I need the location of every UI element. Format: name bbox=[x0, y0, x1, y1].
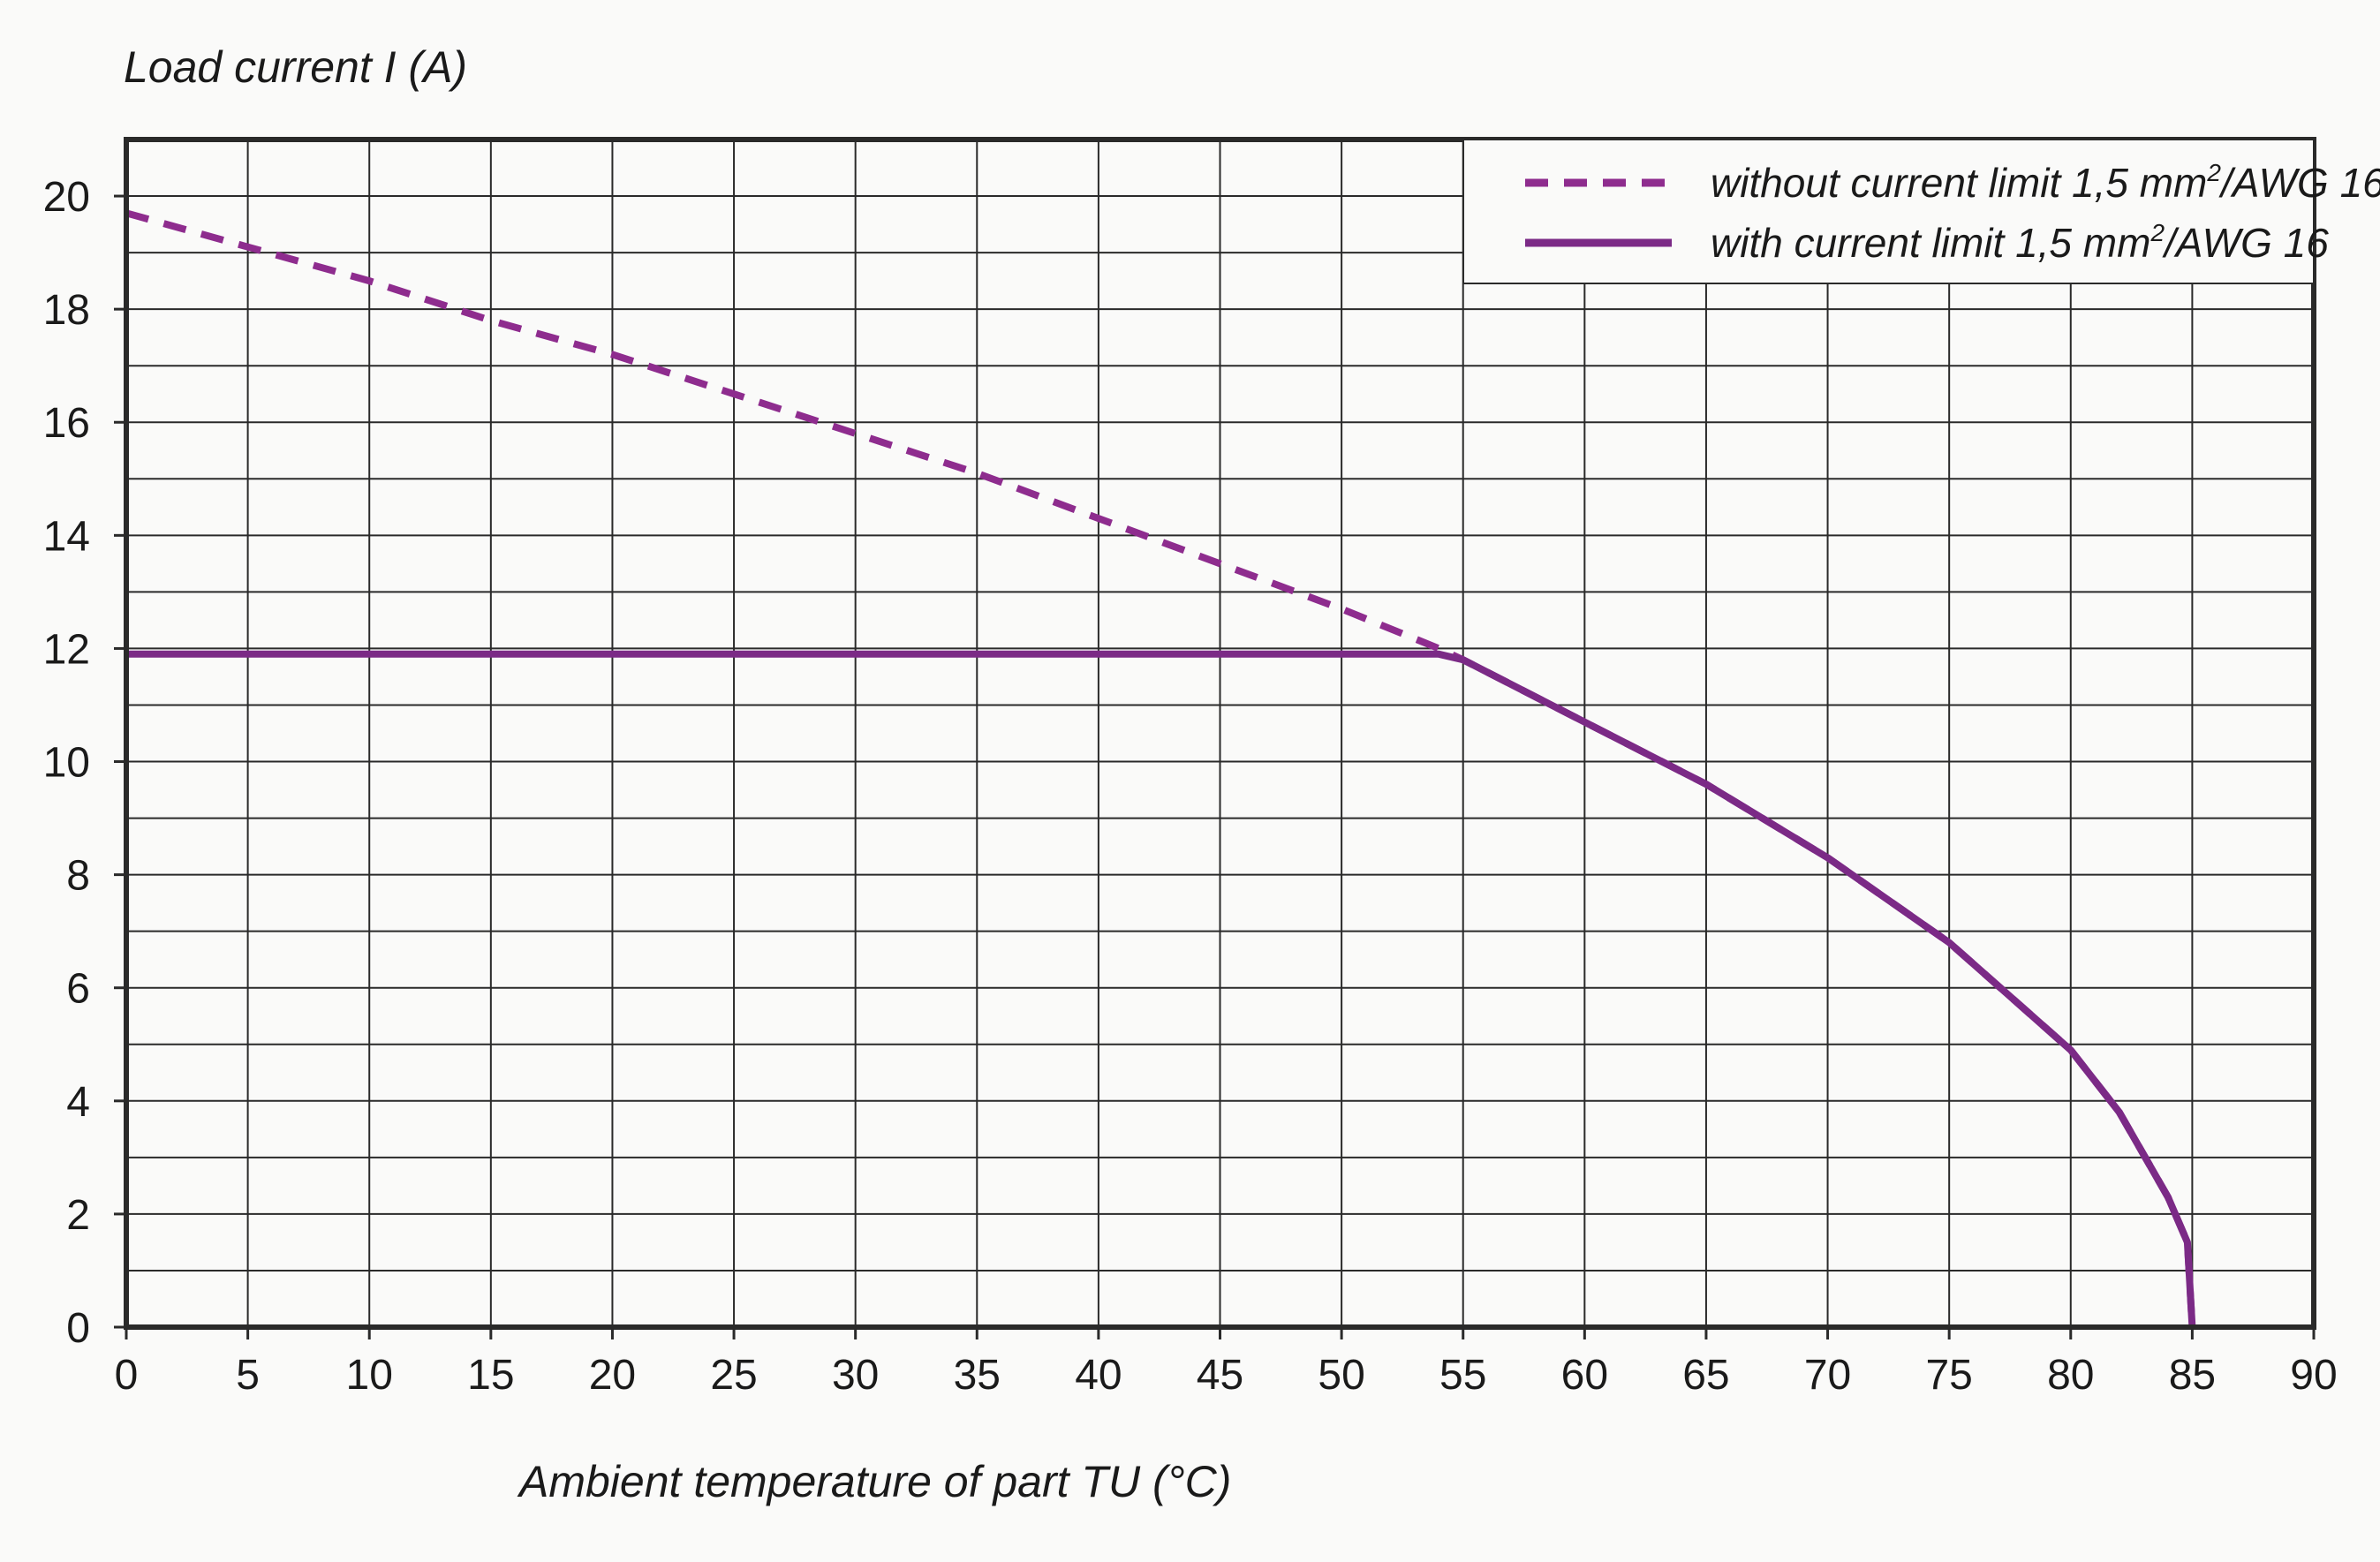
x-tick-label: 25 bbox=[710, 1352, 757, 1399]
series-without-limit-line bbox=[126, 213, 2192, 1327]
x-tick-label: 70 bbox=[1804, 1352, 1851, 1399]
x-tick-label: 10 bbox=[346, 1352, 393, 1399]
tick-labels: 0 5 10 15 20 25 30 35 40 45 50 55 60 65 70 75 80 85 90 0 2 4 6… bbox=[43, 174, 2338, 1399]
legend-label: without current limit 1,5 mm2/AWG 16 bbox=[1711, 159, 2380, 206]
x-axis-title: Ambient temperature of part TU (°C) bbox=[517, 1457, 1231, 1506]
y-tick-label: 4 bbox=[66, 1079, 90, 1126]
y-tick-label: 18 bbox=[43, 287, 90, 334]
x-tick-label: 80 bbox=[2047, 1352, 2094, 1399]
x-tick-label: 20 bbox=[589, 1352, 636, 1399]
y-tick-label: 6 bbox=[66, 966, 90, 1013]
x-tick-label: 50 bbox=[1318, 1352, 1364, 1399]
x-tick-label: 0 bbox=[115, 1352, 139, 1399]
y-tick-label: 0 bbox=[66, 1305, 90, 1352]
x-tick-label: 65 bbox=[1682, 1352, 1729, 1399]
y-tick-label: 2 bbox=[66, 1192, 90, 1239]
x-tick-label: 30 bbox=[832, 1352, 879, 1399]
x-tick-label: 75 bbox=[1925, 1352, 1972, 1399]
legend: without current limit 1,5 mm2/AWG 16 with… bbox=[1463, 140, 2380, 283]
y-tick-label: 12 bbox=[43, 626, 90, 673]
x-tick-label: 60 bbox=[1561, 1352, 1608, 1399]
series-with-limit-line bbox=[126, 654, 2192, 1327]
legend-label: with current limit 1,5 mm2/AWG 16 bbox=[1711, 219, 2329, 266]
y-tick-label: 14 bbox=[43, 513, 90, 560]
x-tick-label: 15 bbox=[467, 1352, 514, 1399]
x-tick-label: 45 bbox=[1197, 1352, 1243, 1399]
grid bbox=[126, 140, 2314, 1327]
x-tick-label: 35 bbox=[954, 1352, 1001, 1399]
y-tick-label: 8 bbox=[66, 853, 90, 900]
y-axis-title: Load current I (A) bbox=[124, 42, 467, 92]
x-tick-label: 40 bbox=[1075, 1352, 1122, 1399]
x-tick-label: 55 bbox=[1439, 1352, 1486, 1399]
series-layer bbox=[126, 213, 2193, 1327]
y-tick-label: 16 bbox=[43, 400, 90, 447]
x-tick-label: 90 bbox=[2290, 1352, 2337, 1399]
x-tick-label: 85 bbox=[2169, 1352, 2216, 1399]
x-tick-label: 5 bbox=[236, 1352, 260, 1399]
y-tick-label: 20 bbox=[43, 174, 90, 221]
y-tick-label: 10 bbox=[43, 740, 90, 787]
